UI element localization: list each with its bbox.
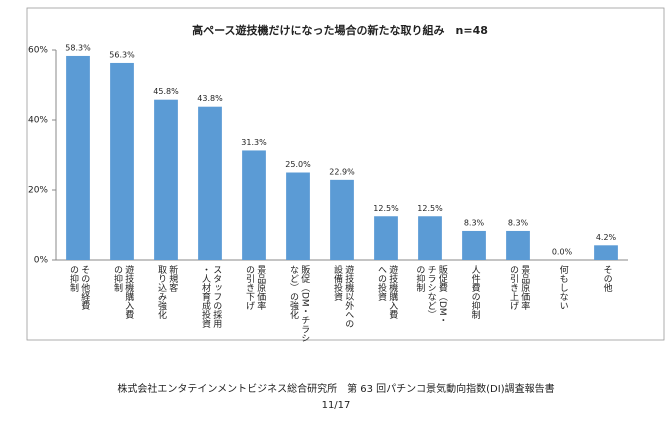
value-label: 12.5%	[373, 204, 399, 213]
x-tick-label: 販促（DM・チラシ など）の強化	[288, 265, 310, 343]
bar	[330, 179, 354, 260]
bar	[154, 99, 178, 260]
y-tick-label: 60%	[28, 46, 48, 56]
value-label: 0.0%	[552, 248, 573, 257]
value-label: 45.8%	[153, 87, 179, 96]
x-tick-label: 遊技機購入費 の抑制	[112, 265, 134, 319]
bar	[198, 106, 222, 260]
y-tick-label: 40%	[28, 116, 48, 126]
value-label: 12.5%	[417, 204, 443, 213]
bar	[286, 172, 310, 260]
value-label: 43.8%	[197, 94, 223, 103]
chart-title: 高ペース遊技機だけになった場合の新たな取り組み n=48	[192, 23, 488, 37]
x-tick-label: 遊技機以外への 設備投資	[332, 265, 354, 328]
x-tick-label-box: 遊技機購入費 の抑制	[112, 265, 134, 319]
x-tick-label: 景品原価率 の引き上げ	[508, 265, 530, 310]
bar	[594, 245, 618, 260]
y-tick-label: 20%	[28, 186, 48, 196]
value-label: 8.3%	[508, 218, 529, 227]
bar	[242, 150, 266, 260]
bar	[418, 216, 442, 260]
x-tick-label: 何もしない	[557, 265, 568, 310]
x-tick-label-box: 景品原価率 の引き下げ	[244, 265, 266, 310]
x-tick-label-box: 何もしない	[557, 265, 568, 310]
x-tick-label: 景品原価率 の引き下げ	[244, 265, 266, 310]
value-label: 58.3%	[65, 43, 91, 52]
bar	[506, 230, 530, 260]
x-tick-label-box: 遊技機購入費 への投資	[376, 265, 398, 319]
page-number: 11/17	[322, 400, 351, 411]
x-tick-label-box: 景品原価率 の引き上げ	[508, 265, 530, 310]
x-tick-label-box: 販促費（DM・ チラシなど） の抑制	[414, 265, 447, 325]
x-tick-label-box: 販促（DM・チラシ など）の強化	[288, 265, 310, 343]
x-tick-label: 遊技機購入費 への投資	[376, 265, 398, 319]
bar	[374, 216, 398, 260]
footer-text: 株式会社エンタテインメントビジネス総合研究所 第 63 回パチンコ景気動向指数(…	[117, 382, 554, 395]
value-label: 25.0%	[285, 160, 311, 169]
x-tick-label-box: その他	[601, 265, 612, 292]
value-label: 22.9%	[329, 167, 355, 176]
x-tick-label: その他	[601, 265, 612, 292]
bar	[66, 55, 90, 261]
x-tick-label: その他経費 の抑制	[68, 265, 90, 310]
x-tick-label: 販促費（DM・ チラシなど） の抑制	[414, 265, 447, 325]
value-label: 8.3%	[464, 218, 485, 227]
value-label: 31.3%	[241, 138, 267, 147]
value-label: 56.3%	[109, 50, 135, 59]
y-tick-label: 0%	[34, 256, 49, 266]
x-tick-label-box: スタッフの採用 ・人材育成投資	[200, 265, 222, 328]
x-tick-label-box: その他経費 の抑制	[68, 265, 90, 310]
x-tick-label: スタッフの採用 ・人材育成投資	[200, 265, 222, 328]
bar	[110, 62, 134, 261]
value-label: 4.2%	[596, 233, 617, 242]
x-tick-label-box: 新規客 取り込み強化	[156, 265, 178, 319]
x-tick-label-box: 遊技機以外への 設備投資	[332, 265, 354, 328]
x-tick-label: 新規客 取り込み強化	[156, 265, 178, 319]
x-tick-label: 人件費の抑制	[469, 265, 480, 319]
bar	[462, 230, 486, 260]
x-tick-label-box: 人件費の抑制	[469, 265, 480, 319]
